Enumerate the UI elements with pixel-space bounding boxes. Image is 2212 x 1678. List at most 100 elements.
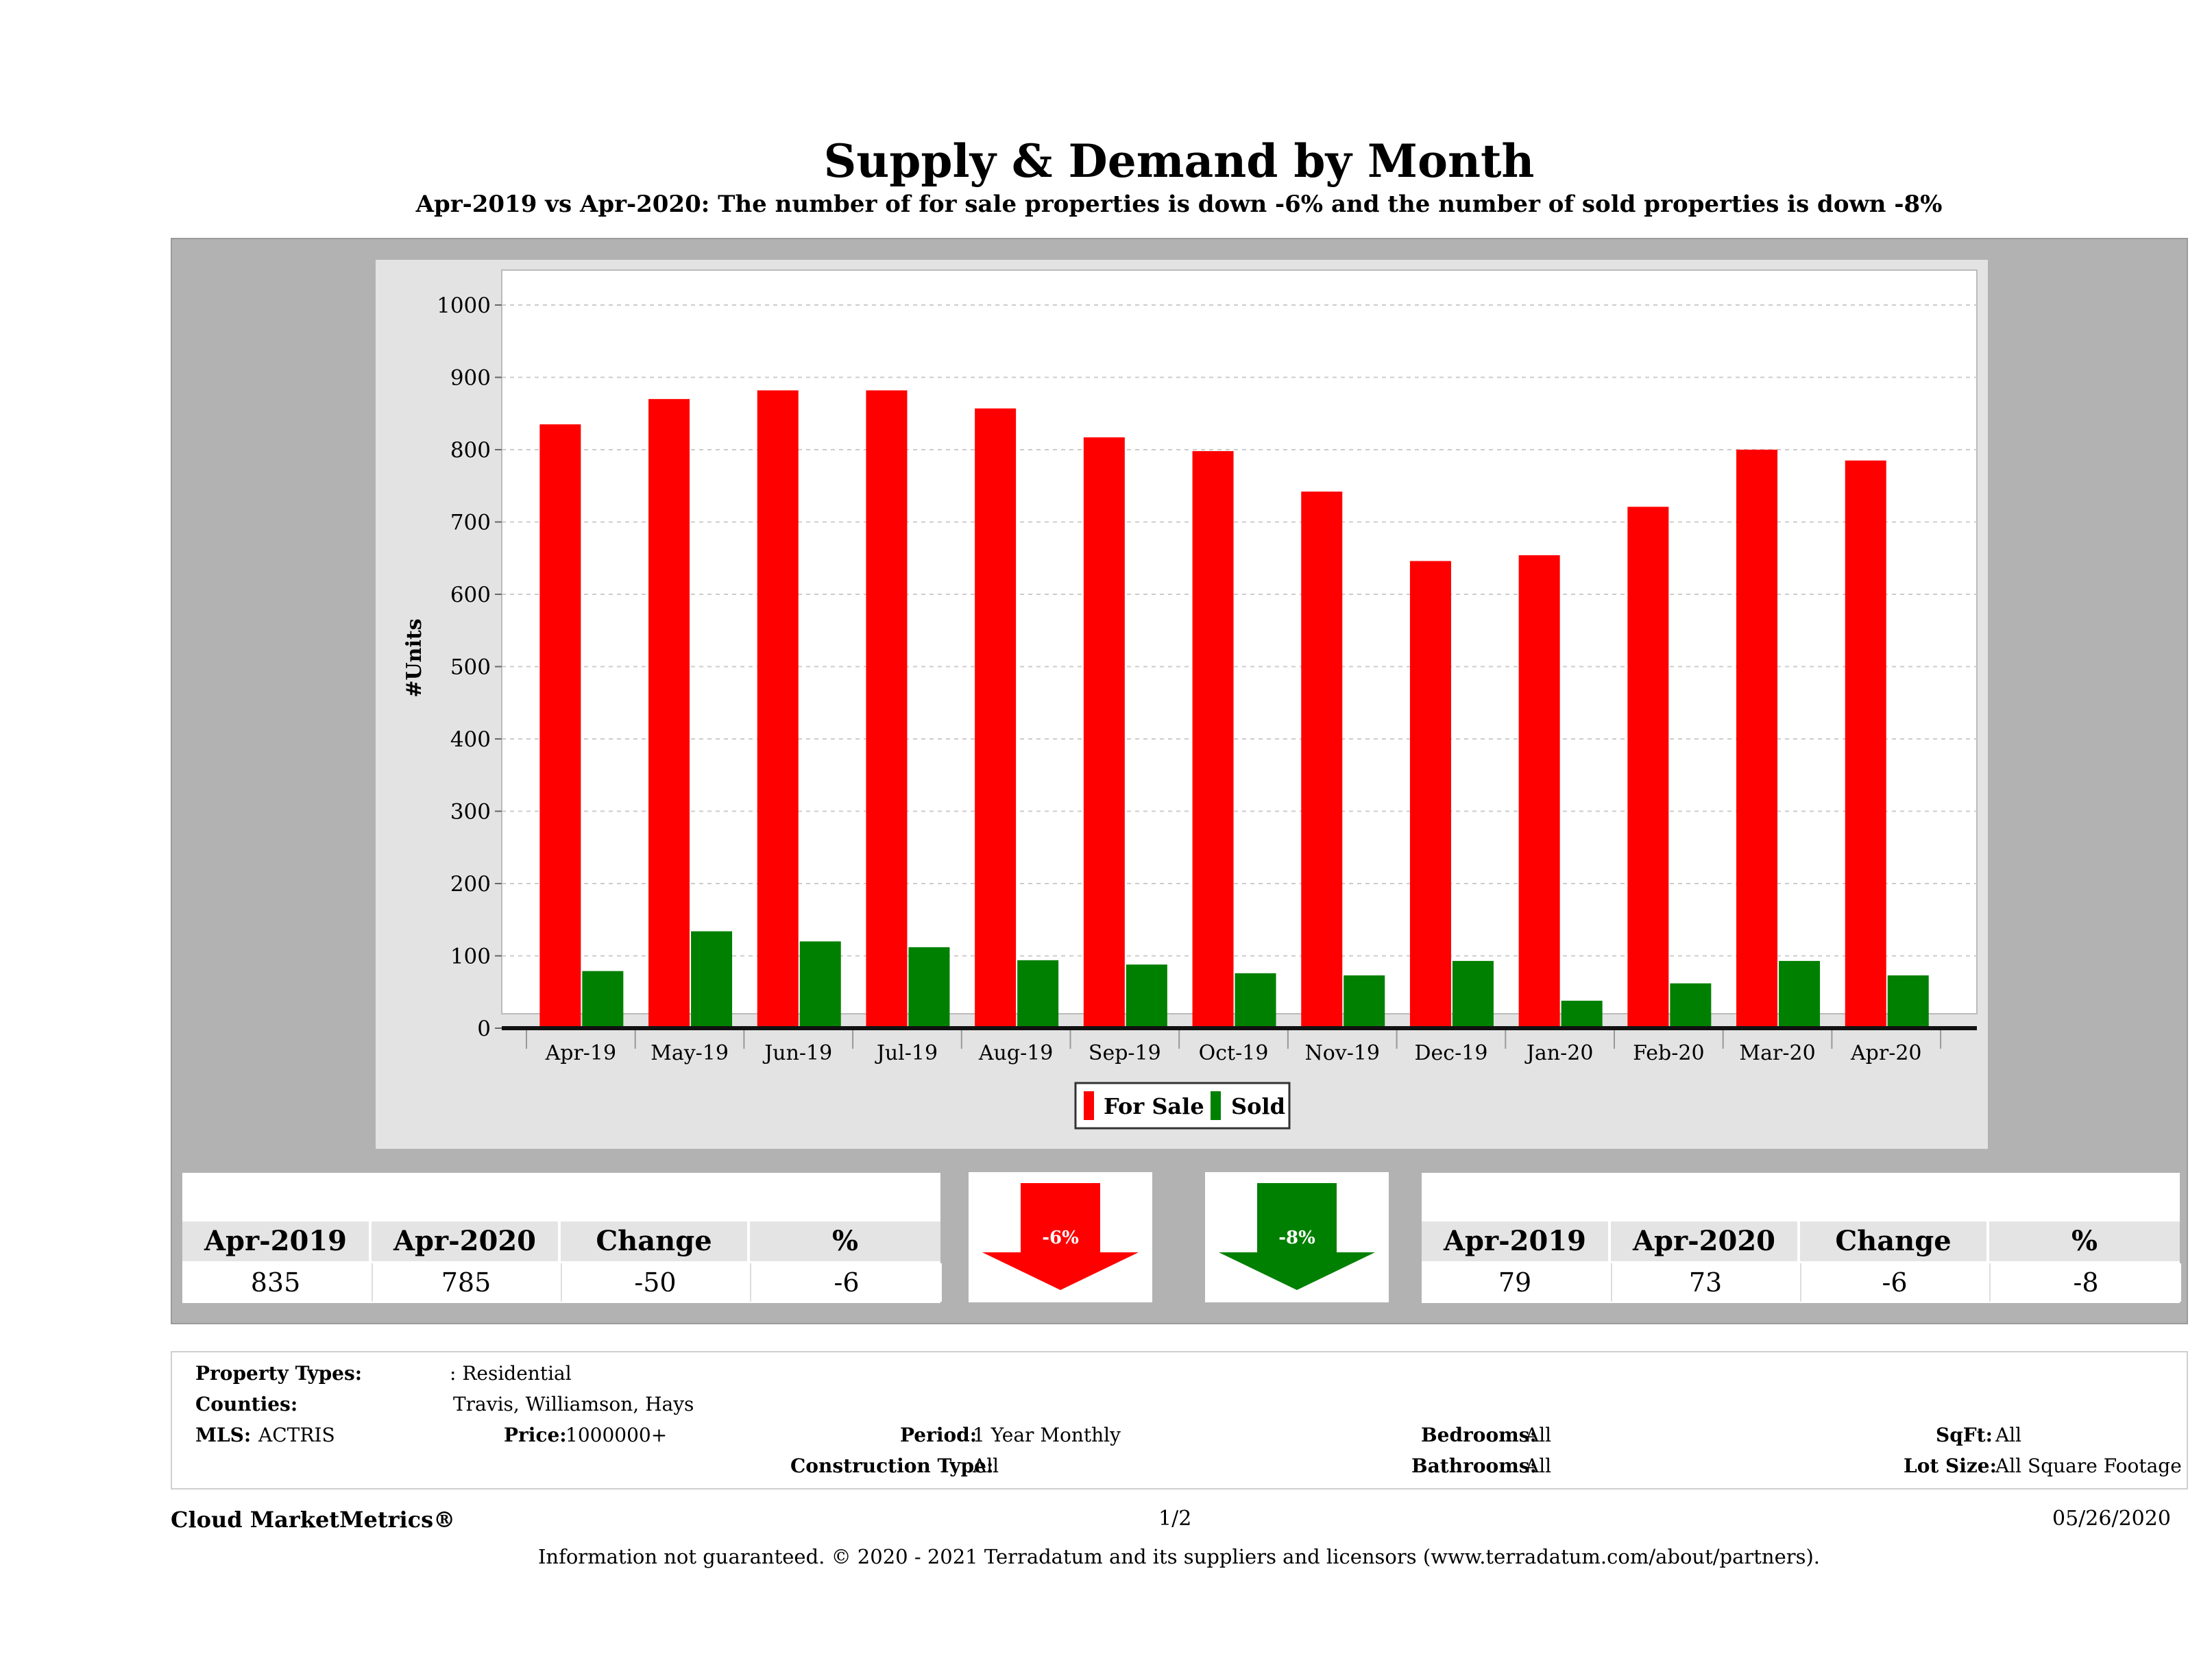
construction-type-label: Construction Type: [790, 1455, 994, 1477]
plot-area [501, 269, 1978, 1014]
for-sale-value-change: -50 [561, 1263, 749, 1302]
x-tick-label: Dec-19 [1414, 1041, 1487, 1065]
chart-subtitle: Apr-2019 vs Apr-2020: The number of for … [415, 191, 1943, 218]
price-value: 1000000+ [566, 1424, 668, 1446]
x-tick-label: Jun-19 [762, 1041, 832, 1065]
for-sale-change-arrow-box: -6% [969, 1172, 1152, 1302]
x-tick-label: Apr-19 [545, 1041, 617, 1065]
legend-swatch-for-sale [1084, 1091, 1094, 1120]
footer-brand: Cloud MarketMetrics® [171, 1507, 456, 1533]
bar-for-sale [1627, 507, 1669, 1028]
y-tick-label: 800 [450, 438, 491, 463]
bar-sold [1561, 1000, 1603, 1028]
for-sale-value-apr2020: 785 [372, 1263, 559, 1302]
price-label: Price: [504, 1424, 567, 1446]
y-tick-label: 400 [450, 727, 491, 752]
bar-for-sale [975, 408, 1017, 1028]
sold-value-change: -6 [1800, 1263, 1988, 1302]
legend-box [1074, 1082, 1291, 1130]
for-sale-table: Apr-2019 Apr-2020 Change % 835 785 -50 -… [182, 1173, 942, 1303]
disclaimer: Information not guaranteed. © 2020 - 202… [537, 1545, 1821, 1568]
y-tick-label: 900 [450, 366, 491, 391]
sold-header-percent: % [1989, 1221, 2180, 1261]
bathrooms-value: All [1525, 1455, 1552, 1477]
x-tick-label: Oct-19 [1199, 1041, 1269, 1065]
bar-chart: 0 100 200 300 400 500 600 700 800 900 1000 Apr-19 Ma… [402, 269, 1978, 1130]
lot-size-value: All Square Footage [1995, 1455, 2182, 1477]
bar-sold [1017, 960, 1059, 1028]
period-label: Period: [900, 1424, 977, 1446]
bar-sold [1670, 983, 1712, 1028]
bar-sold [799, 941, 841, 1028]
bar-for-sale [1518, 555, 1560, 1028]
bar-sold [1344, 975, 1385, 1028]
y-tick-label: 1000 [437, 293, 491, 318]
x-tick-label: Jan-20 [1524, 1041, 1594, 1065]
mls-value: ACTRIS [258, 1424, 335, 1446]
sold-value-apr2020: 73 [1611, 1263, 1799, 1302]
counties-value: Travis, Williamson, Hays [453, 1393, 694, 1415]
for-sale-arrow-label: -6% [1042, 1228, 1079, 1248]
bar-sold [582, 971, 624, 1028]
bar-sold [1887, 975, 1929, 1028]
report-date: 05/26/2020 [2052, 1507, 2171, 1531]
bar-for-sale [1736, 450, 1778, 1028]
search-criteria-panel: Property Types: : Residential Counties: … [171, 1351, 2188, 1489]
for-sale-value-apr2019: 835 [182, 1263, 369, 1302]
x-tick-label: Feb-20 [1633, 1041, 1704, 1065]
sold-header-apr2019: Apr-2019 [1422, 1221, 1608, 1261]
y-tick-label: 0 [477, 1017, 491, 1041]
bar-for-sale [1083, 437, 1125, 1028]
legend: For Sale Sold [1074, 1082, 1291, 1130]
y-axis-label: #Units [402, 618, 426, 697]
counties-label: Counties: [195, 1393, 298, 1415]
page-number: 1/2 [1158, 1507, 1192, 1531]
y-tick-label: 200 [450, 872, 491, 897]
for-sale-header-change: Change [561, 1221, 747, 1261]
property-types-label: Property Types: [195, 1362, 363, 1385]
down-arrow-icon: -8% [1219, 1183, 1375, 1290]
down-arrow-icon: -6% [982, 1183, 1139, 1290]
bar-sold [1126, 964, 1167, 1028]
mls-label: MLS: [195, 1424, 252, 1446]
bar-sold [908, 947, 950, 1028]
bathrooms-label: Bathrooms: [1411, 1455, 1537, 1477]
for-sale-value-percent: -6 [750, 1263, 942, 1302]
period-value: 1 Year Monthly [973, 1424, 1121, 1446]
for-sale-header-apr2020: Apr-2020 [372, 1221, 558, 1261]
for-sale-header-percent: % [750, 1221, 940, 1261]
y-tick-label: 700 [450, 511, 491, 535]
lot-size-label: Lot Size: [1904, 1455, 1997, 1477]
sold-header-change: Change [1800, 1221, 1986, 1261]
bar-for-sale [1192, 451, 1234, 1028]
legend-label-for-sale: For Sale [1104, 1093, 1204, 1119]
bar-sold [1452, 960, 1494, 1028]
property-types-value: : Residential [450, 1362, 572, 1385]
sqft-label: SqFt: [1936, 1424, 1993, 1446]
x-tick-label: Mar-20 [1739, 1041, 1815, 1065]
y-tick-label: 500 [450, 655, 491, 680]
sold-arrow-label: -8% [1278, 1228, 1315, 1248]
construction-type-value: All [973, 1455, 999, 1477]
x-tick-label: Nov-19 [1304, 1041, 1380, 1065]
sold-table: Apr-2019 Apr-2020 Change % 79 73 -6 -8 [1422, 1173, 2181, 1303]
bedrooms-label: Bedrooms: [1421, 1424, 1537, 1446]
sold-value-apr2019: 79 [1422, 1263, 1608, 1302]
x-tick-label: Jul-19 [875, 1041, 938, 1065]
x-tick-label: Sep-19 [1089, 1041, 1161, 1065]
bar-for-sale [1845, 460, 1886, 1028]
bar-sold [691, 931, 733, 1028]
sold-change-arrow-box: -8% [1205, 1172, 1389, 1302]
y-tick-label: 300 [450, 800, 491, 825]
y-tick-label: 100 [450, 945, 491, 969]
x-tick-label: Aug-19 [978, 1041, 1054, 1065]
y-tick-label: 600 [450, 583, 491, 607]
legend-label-sold: Sold [1231, 1093, 1285, 1119]
bar-sold [1235, 973, 1276, 1028]
x-tick-label: Apr-20 [1850, 1041, 1922, 1065]
bar-for-sale [648, 399, 690, 1028]
sold-header-apr2020: Apr-2020 [1611, 1221, 1797, 1261]
bedrooms-value: All [1525, 1424, 1552, 1446]
sold-value-percent: -8 [1989, 1263, 2181, 1302]
chart-title: Supply & Demand by Month [823, 134, 1535, 188]
